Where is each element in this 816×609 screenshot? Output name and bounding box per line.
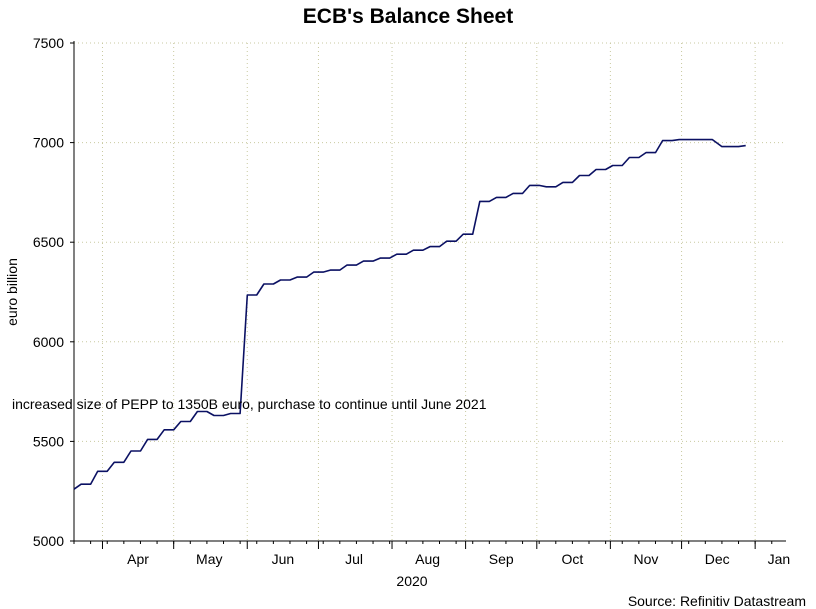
y-axis-label: euro billion [4, 258, 20, 326]
y-tick-label: 5000 [33, 533, 64, 549]
axes: 5000 5500 6000 6500 7000 7500 Apr May Jun Jul Aug S… [33, 35, 790, 567]
series-line [73, 138, 746, 490]
x-tick-label: Nov [634, 551, 659, 567]
x-tick-label: Jan [768, 551, 791, 567]
chart-title: ECB's Balance Sheet [303, 5, 513, 28]
x-tick-label: May [196, 551, 222, 567]
x-tick-label: Jun [272, 551, 295, 567]
y-tick-label: 7000 [33, 135, 64, 151]
chart-annotation: increased size of PEPP to 1350B euro, pu… [12, 396, 487, 412]
source-note: Source: Refinitiv Datastream [628, 593, 806, 609]
grid [74, 42, 786, 542]
series-layer [73, 138, 746, 490]
x-tick-label: Jul [345, 551, 363, 567]
y-tick-label: 6500 [33, 234, 64, 250]
x-tick-label: Dec [705, 551, 730, 567]
x-axis-label: 2020 [396, 573, 427, 589]
y-tick-label: 6000 [33, 334, 64, 350]
y-tick-label: 7500 [33, 35, 64, 51]
x-tick-label: Oct [562, 551, 584, 567]
x-tick-label: Apr [127, 551, 149, 567]
y-tick-label: 5500 [33, 433, 64, 449]
x-tick-label: Aug [415, 551, 440, 567]
x-tick-label: Sep [489, 551, 514, 567]
